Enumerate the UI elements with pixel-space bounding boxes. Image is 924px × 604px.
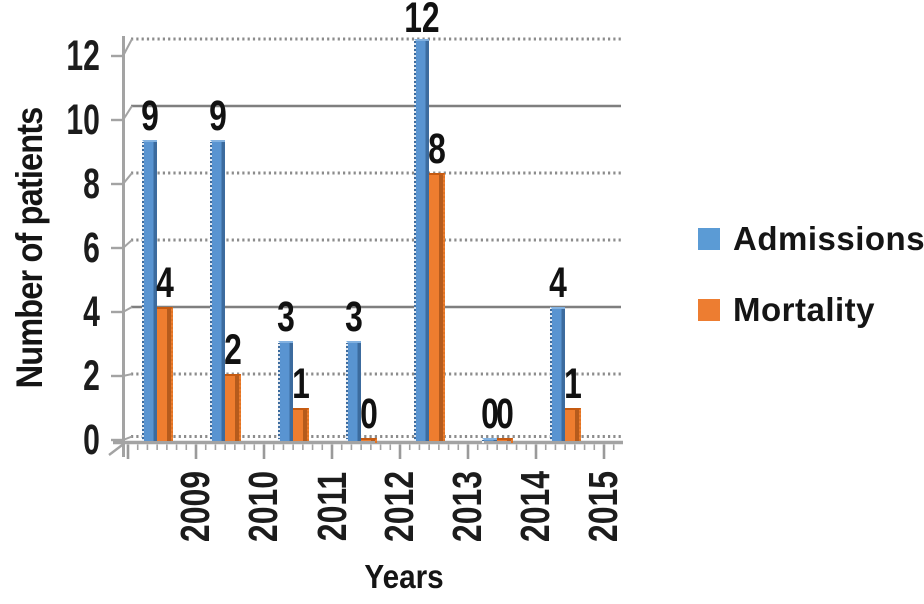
axis-corner-hook [108,443,125,456]
data-label-admissions-2015: 4 [548,259,567,307]
data-label-admissions-2013: 12 [403,0,440,42]
bar-mortality-2010 [225,374,241,441]
data-label-mortality-2011: 1 [292,359,310,408]
legend-item-admissions: Admissions [698,220,924,257]
x-tick-label-2015: 2015 [580,470,627,542]
data-label-mortality-2014: 0 [496,389,514,438]
legend-label-mortality: Mortality [733,291,876,328]
bar-admissions-2014 [482,437,497,441]
data-label-mortality-2012: 0 [360,389,378,438]
y-tick-label-6: 6 [83,224,100,272]
y-tick-label-10: 10 [66,96,100,144]
data-label-admissions-2012: 3 [344,292,363,341]
y-tick-label-2: 2 [83,352,100,400]
y-tick-label-0: 0 [83,416,100,464]
data-label-mortality-2010: 2 [224,326,242,374]
bar-admissions-2015 [550,307,565,441]
data-label-admissions-2010: 9 [208,91,227,140]
y-tick-label-8: 8 [83,160,100,208]
legend-label-admissions: Admissions [733,220,924,257]
bar-mortality-2015 [565,407,581,441]
bar-mortality-2013 [429,173,445,441]
legend-item-mortality: Mortality [698,291,924,328]
data-label-mortality-2013: 8 [428,125,446,173]
data-label-mortality-2015: 1 [564,359,582,408]
y-tick-label-4: 4 [83,288,100,336]
data-label-admissions-2014: 0 [480,389,499,438]
bar-admissions-2012 [346,340,361,441]
bar-admissions-2010 [210,139,225,441]
bar-admissions-2011 [278,340,293,441]
legend: Admissions Mortality [698,220,924,328]
x-axis-title: Years [304,558,504,598]
bar-admissions-2013 [414,39,429,441]
bar-mortality-2012 [361,437,377,441]
data-label-admissions-2009: 9 [140,91,159,140]
legend-swatch-admissions-icon [698,228,720,250]
x-axis-title-text: Years [364,558,444,595]
bar-admissions-2009 [142,139,157,441]
data-label-admissions-2011: 3 [276,292,295,341]
bar-mortality-2011 [293,407,309,441]
bar-mortality-2014 [497,437,513,441]
bar-mortality-2009 [157,307,173,441]
data-label-mortality-2009: 4 [156,259,174,307]
legend-swatch-mortality-icon [698,299,720,321]
y-tick-label-12: 12 [66,32,100,80]
